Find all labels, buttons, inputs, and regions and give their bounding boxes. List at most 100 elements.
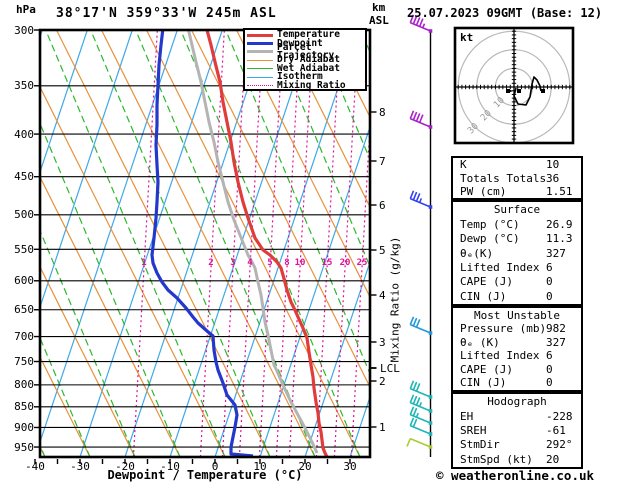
stats-key: CAPE (J): [460, 275, 513, 289]
wind-barb: [409, 316, 431, 334]
legend-item: Mixing Ratio: [247, 79, 365, 91]
isotherm-line: [40, 30, 133, 309]
legend-item-label: Parcel Trajectory: [277, 41, 335, 61]
stats-key: Lifted Index: [460, 349, 540, 363]
stats-row: StmDir 292°: [453, 438, 581, 451]
stats-box-header: Most Unstable: [473, 308, 561, 322]
legend-line-sample: [247, 76, 273, 78]
dry-adiabat-line: [280, 30, 370, 209]
km-tick-label: 3: [379, 335, 386, 349]
km-tick-label: 7: [379, 154, 386, 168]
mixing-ratio-line: [221, 30, 247, 457]
hodograph-marker: [517, 89, 521, 93]
dry-adiabat-line: [40, 85, 226, 457]
stats-row: Dewp (°C) 11.3: [453, 232, 581, 245]
stats-key: CIN (J): [460, 289, 507, 303]
legend-line-sample: [247, 33, 273, 37]
stats-value: 1.51: [546, 184, 573, 198]
hodograph-border: [453, 26, 575, 145]
dry-adiabat-line: [40, 355, 91, 457]
dry-adiabat-line: [55, 30, 271, 457]
wind-barb: [409, 190, 431, 208]
pressure-tick-label: 450: [14, 170, 34, 184]
mixing-ratio-label: 8: [284, 258, 290, 268]
temp-tick-label: 0: [211, 460, 219, 473]
stats-box-most-unstable: Most Unstable Pressure (mb) 982 θₑ (K) 327 Li…: [451, 306, 583, 392]
stats-value: 0: [546, 376, 553, 390]
dry-adiabat-line: [100, 30, 316, 457]
page-title: 38°17'N 359°33'W 245m ASL: [56, 6, 277, 21]
wind-barb-station-marker: [428, 395, 433, 399]
mixing-ratio-label: 1: [141, 258, 147, 268]
isotherm-line: [124, 30, 268, 457]
stats-value: 0: [546, 362, 553, 376]
legend-item-label: Wet Adiabat: [277, 62, 340, 74]
stats-key: SREH: [460, 423, 487, 437]
dry-adiabat-line: [40, 175, 181, 457]
wind-barb-station-marker: [428, 445, 433, 449]
dry-adiabat-line: [325, 30, 370, 119]
plot-border: [38, 28, 372, 459]
mixing-ratio-line: [288, 30, 314, 457]
mixing-ratio-line: [132, 30, 158, 457]
stats-value: 327: [546, 246, 566, 260]
stats-row: Temp (°C) 26.9: [453, 218, 581, 231]
pressure-tick-label: 950: [14, 440, 34, 454]
stats-row: EH -228: [453, 410, 581, 423]
stats-box: K 10 Totals Totals 36 PW (cm) 1.51: [451, 156, 583, 200]
pressure-tick-label: 900: [14, 420, 34, 434]
mixing-ratio-label: 5: [267, 258, 273, 268]
stats-key: EH: [460, 409, 474, 423]
legend-item-label: Mixing Ratio: [277, 79, 346, 91]
mixing-ratio-label: 25: [356, 258, 368, 268]
stats-key: StmSpd (kt): [460, 452, 533, 466]
stats-value: 6: [546, 260, 553, 274]
stats-value: 36: [546, 171, 560, 185]
stats-key: Totals Totals: [460, 171, 547, 185]
wet-adiabat-line: [40, 122, 181, 457]
stats-box-hodograph: Hodograph EH -228 SREH -61 StmDir 292° StmSpd (…: [451, 392, 583, 469]
pressure-tick-label: 650: [14, 303, 34, 317]
wind-barb: [406, 437, 431, 448]
km-tick-label: 4: [379, 288, 386, 302]
temperature-curve: [205, 30, 329, 457]
stats-box-surface: Surface Temp (°C) 26.9 Dewp (°C) 11.3 θₑ(K) 32…: [451, 200, 583, 306]
temperature-axis-label: Dewpoint / Temperature (°C): [107, 468, 303, 482]
stats-value: 6: [546, 349, 553, 363]
stats-key: θₑ(K): [460, 246, 494, 260]
isotherm-line: [169, 30, 313, 457]
temp-tick-label: -10: [160, 460, 180, 473]
altitude-unit-asl-label: ASL: [369, 14, 389, 27]
legend-line-sample: [247, 42, 273, 46]
wind-barb-station-marker: [428, 409, 433, 413]
km-tick-label: 8: [379, 105, 386, 119]
wind-barb: [409, 406, 431, 424]
legend-item: Dewpoint: [247, 38, 365, 48]
temp-tick-label: -20: [115, 460, 135, 473]
pressure-tick-label: 750: [14, 355, 34, 368]
wet-adiabat-line: [135, 30, 316, 457]
legend-item: Dry Adiabat: [247, 54, 365, 66]
mixing-ratio-label: 15: [321, 258, 333, 268]
mixing-ratio-axis-label: Mixing Ratio (g/kg): [388, 236, 402, 363]
isotherm-line: [214, 30, 358, 457]
dry-adiabat-line: [145, 30, 361, 457]
hodograph-trace: [513, 76, 542, 106]
wind-barb-station-marker: [428, 421, 433, 425]
wet-adiabat-line: [180, 30, 361, 457]
stats-row: Lifted Index 6: [453, 349, 581, 362]
pressure-tick-label: 550: [14, 242, 34, 256]
legend-box: Temperature Dewpoint Parcel Trajectory Dry …: [243, 28, 367, 91]
stats-value: 20: [546, 452, 560, 466]
hodograph-marker: [541, 89, 545, 93]
temp-tick-label: 10: [253, 460, 267, 473]
datetime-label: 25.07.2023 09GMT (Base: 12): [407, 6, 603, 20]
legend-item-label: Dry Adiabat: [277, 54, 340, 66]
stats-box-header: Surface: [493, 203, 541, 217]
mixing-ratio-line: [333, 30, 359, 457]
stats-value: 982: [546, 322, 566, 336]
stats-row: CIN (J) 0: [453, 376, 581, 389]
stats-value: 292°: [546, 438, 573, 452]
stats-value: 327: [546, 335, 566, 349]
legend-line-sample: [247, 50, 273, 54]
